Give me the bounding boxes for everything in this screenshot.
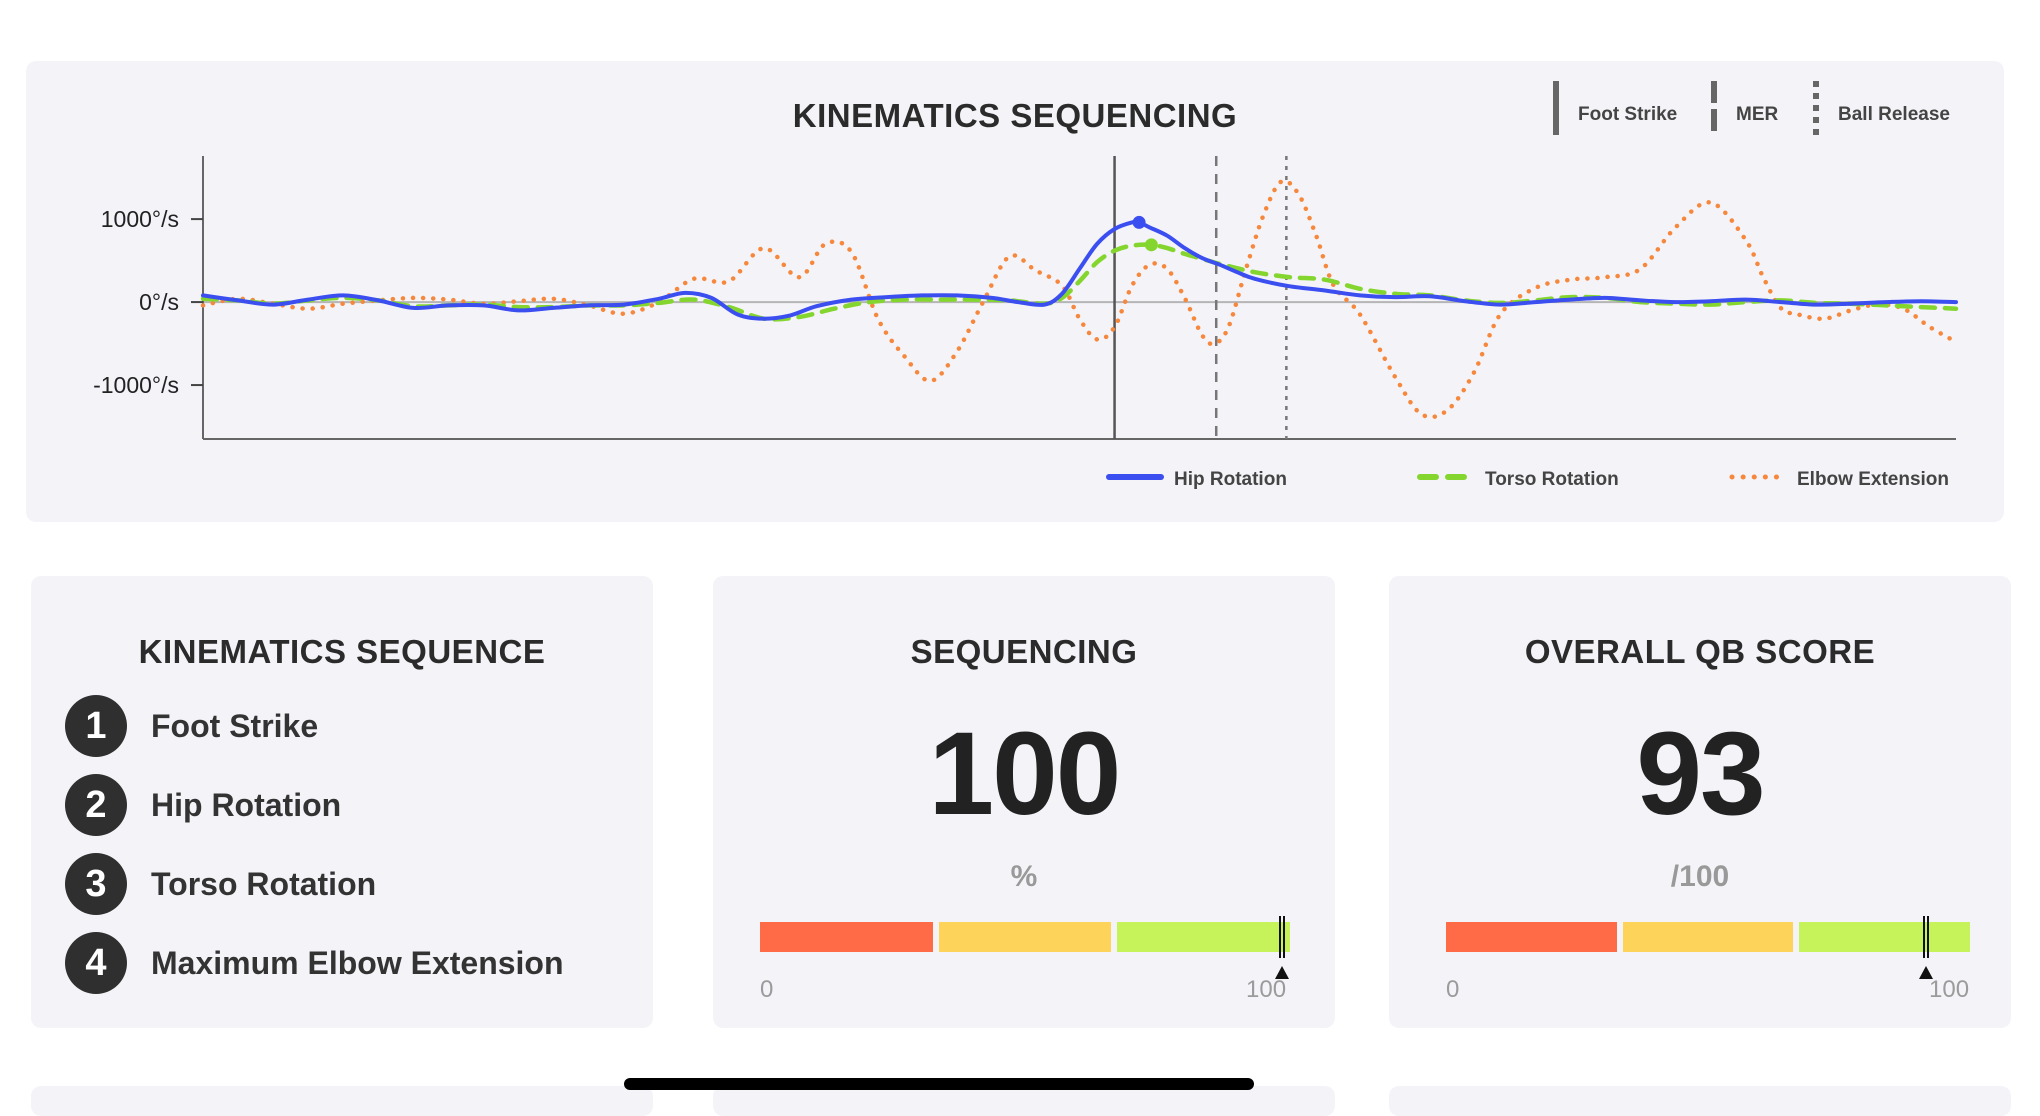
y-tick-label: 0°/s [139,289,179,315]
sequencing-card: SEQUENCING 100 % 0 100 [713,576,1335,1028]
gauge-max-label: 100 [1929,976,1970,1003]
chart-title: KINEMATICS SEQUENCING [792,97,1238,134]
gauge-marker [1279,916,1285,958]
sequence-item-label: Torso Rotation [151,865,377,902]
sequence-number-badge: 3 [65,853,127,915]
kinematics-sequence-card: KINEMATICS SEQUENCE 1 Foot Strike 2 Hip … [31,576,653,1028]
qb-score-value: 93 [1636,708,1765,840]
kinematics-chart-card: 1000°/s 0°/s -1000°/s Hip Rotation Torso Rot… [26,61,2004,522]
next-card-stub [1389,1086,2011,1116]
series-line-hip-rotation [201,219,1958,321]
gauge-segment-yellow [938,922,1112,952]
sequence-number-badge: 1 [65,695,127,757]
legend-label: Torso Rotation [1485,469,1619,490]
gauge-segment-red [760,922,933,952]
series-line-torso-rotation [200,242,1959,322]
y-tick-label: -1000°/s [93,372,179,398]
event-legend-label: MER [1736,104,1779,125]
series-line-elbow-extension [200,178,1959,420]
gauge-pointer-icon [1918,966,1933,979]
next-card-stub [713,1086,1335,1116]
gauge-min-label: 0 [1446,976,1460,1003]
qb-score-unit: /100 [1670,860,1730,893]
gauge-segment-red [1446,922,1617,952]
qb-score-title: OVERALL QB SCORE [1524,633,1876,670]
peak-point-hip-rotation [1132,215,1146,229]
sequence-item-label: Maximum Elbow Extension [151,944,564,981]
next-card-stub [31,1086,653,1116]
qb-score-gauge [1446,916,1970,979]
gauge-min-label: 0 [760,976,774,1003]
sequencing-gauge [760,916,1290,979]
gauge-segment-green [1799,922,1970,952]
sequencing-title: SEQUENCING [910,633,1138,670]
legend-label: Elbow Extension [1797,469,1949,490]
gauge-segment-green [1117,922,1290,952]
sequence-item-foot-strike: 1 Foot Strike [65,694,318,758]
legend-label: Hip Rotation [1174,469,1287,490]
peak-point-torso-rotation [1144,238,1158,252]
kinematics-chart: 1000°/s 0°/s -1000°/s Hip Rotation Torso Rot… [93,81,1959,490]
sequence-item-hip-rotation: 2 Hip Rotation [65,773,341,837]
sequence-number-badge: 2 [65,774,127,836]
home-indicator[interactable] [624,1078,1254,1090]
gauge-marker [1922,916,1929,958]
sequencing-unit: % [1010,860,1038,893]
sequence-item-label: Hip Rotation [151,786,342,823]
event-legend-label: Ball Release [1838,104,1950,125]
gauge-max-label: 100 [1246,976,1287,1003]
sequence-item-elbow-extension: 4 Maximum Elbow Extension [65,931,564,995]
y-tick-label: 1000°/s [101,206,179,232]
overall-qb-score-card: OVERALL QB SCORE 93 /100 0 100 [1389,576,2011,1028]
event-legend-label: Foot Strike [1578,104,1677,125]
sequence-item-torso-rotation: 3 Torso Rotation [65,852,376,916]
sequence-number-badge: 4 [65,932,127,994]
gauge-pointer-icon [1275,966,1289,979]
sequencing-value: 100 [928,708,1122,840]
sequence-card-title: KINEMATICS SEQUENCE [138,633,546,670]
sequence-item-label: Foot Strike [151,707,319,744]
gauge-segment-yellow [1622,922,1794,952]
